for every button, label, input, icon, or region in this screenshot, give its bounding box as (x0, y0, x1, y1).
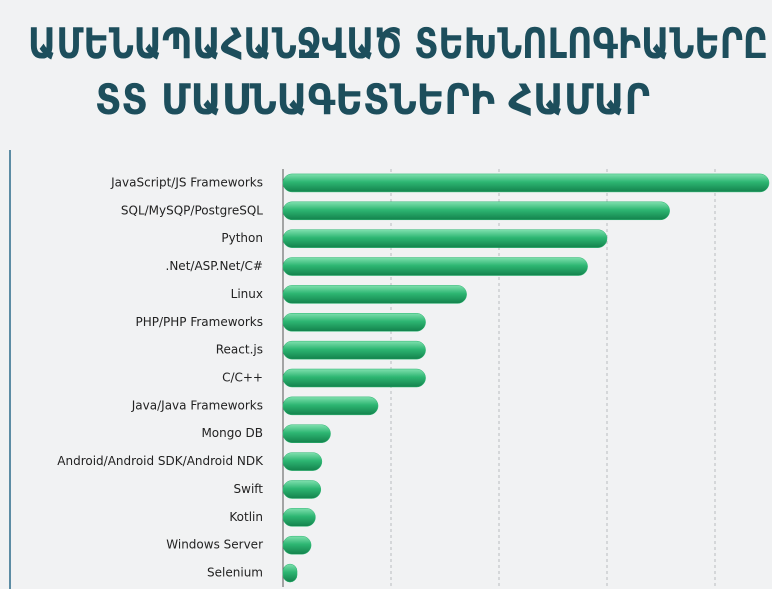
y-tick-label: Python (221, 231, 263, 245)
y-tick-label: Kotlin (229, 510, 263, 524)
bar (282, 173, 770, 193)
y-tick-label: Mongo DB (201, 426, 263, 440)
bar (282, 313, 426, 332)
y-tick-label: JavaScript/JS Frameworks (110, 175, 263, 189)
chart-title-line: ՏՏ ՄԱՍՆԱԳԵՏՆԵՐԻ ՀԱՄԱՐ (95, 75, 650, 124)
y-tick-label: PHP/PHP Frameworks (135, 315, 263, 329)
bar (282, 396, 379, 416)
bar (282, 340, 426, 360)
chart-title-line: ԱՄԵՆԱՊԱՀԱՆՋՎԱԾ ՏԵԽՆՈԼՈԳԻԱՆԵՐԸ (28, 19, 768, 68)
y-tick-label: Swift (234, 482, 264, 496)
bar (282, 368, 426, 388)
y-tick-label: Selenium (207, 566, 263, 580)
bar (282, 563, 298, 583)
bar (282, 424, 331, 443)
bar (282, 452, 323, 471)
y-tick-label: Linux (231, 287, 263, 301)
bar (282, 257, 588, 276)
bar (282, 201, 670, 221)
y-tick-label: .Net/ASP.Net/C# (166, 259, 263, 273)
bar (282, 508, 316, 527)
y-tick-label: Android/Android SDK/Android NDK (57, 454, 264, 468)
y-tick-label: Windows Server (166, 538, 263, 552)
bar (282, 229, 608, 248)
y-tick-label: C/C++ (222, 371, 263, 385)
y-tick-label: React.js (216, 343, 263, 357)
bar (282, 285, 467, 304)
y-tick-label: SQL/MySQP/PostgreSQL (121, 203, 263, 217)
y-tick-label: Java/Java Frameworks (131, 398, 263, 412)
bar (282, 535, 312, 555)
bar (282, 480, 322, 499)
